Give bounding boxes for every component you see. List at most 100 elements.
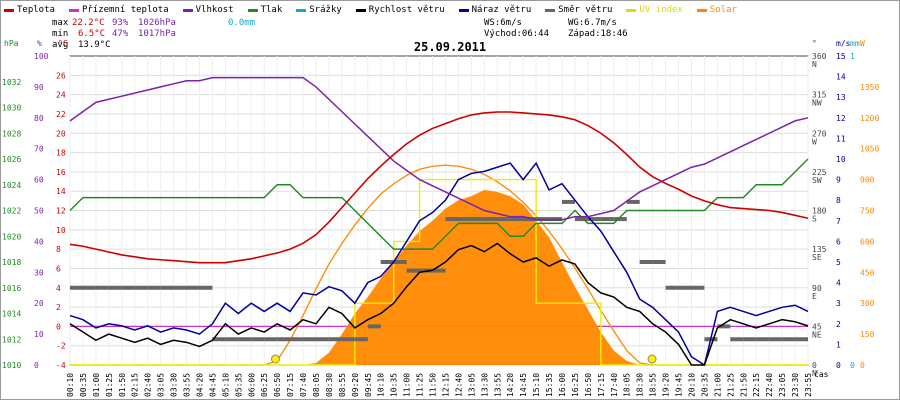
x-tick-label: 11:00 <box>403 373 412 397</box>
axis-unit-dir: ° <box>812 39 817 48</box>
y-tick-wind: 7 <box>836 217 841 226</box>
legend-item: Solar <box>696 4 737 16</box>
stat-min-pressure: 1017hPa <box>138 29 176 39</box>
y-tick-solar: 900 <box>860 176 875 185</box>
x-tick-label: 16:50 <box>584 373 593 397</box>
y-tick-dir-name: E <box>812 292 817 301</box>
stat-min-humidity: 47% <box>112 29 129 39</box>
legend-swatch <box>545 8 556 12</box>
y-tick-press: 1014 <box>2 310 21 319</box>
x-tick-label: 23:05 <box>778 373 787 397</box>
x-tick-label: 04:45 <box>208 373 217 397</box>
stat-min-label: min <box>52 29 69 39</box>
x-tick-label: 14:45 <box>519 373 528 397</box>
y-tick-dir: 135 <box>812 245 827 254</box>
stat-sunset: Západ:18:46 <box>568 29 628 39</box>
stat-wind-gust: WG:6.7m/s <box>568 18 617 28</box>
y-tick-solar: 600 <box>860 237 875 246</box>
y-tick-wind: 4 <box>836 279 841 288</box>
y-tick-press: 1012 <box>2 335 21 344</box>
y-tick-hum: 70 <box>34 145 44 154</box>
x-tick-label: 18:05 <box>623 373 632 397</box>
y-tick-temp: -2 <box>56 342 66 351</box>
x-tick-label: 06:00 <box>247 373 256 397</box>
y-tick-temp: 0 <box>56 322 61 331</box>
axis-unit-temp: °C <box>58 39 68 48</box>
x-tick-label: 04:20 <box>195 373 204 397</box>
y-tick-temp: -4 <box>56 361 66 370</box>
legend-swatch <box>296 8 307 12</box>
y-tick-temp: 14 <box>56 187 66 196</box>
x-tick-label: 00:35 <box>79 373 88 397</box>
x-tick-label: 20:10 <box>687 373 696 397</box>
y-tick-temp: 20 <box>56 129 66 138</box>
y-tick-dir: 315 <box>812 91 827 100</box>
x-tick-label: 05:35 <box>234 373 243 397</box>
y-tick-hum: 50 <box>34 207 44 216</box>
y-tick-dir-name: SE <box>812 253 822 262</box>
x-tick-label: 05:10 <box>221 373 230 397</box>
x-tick-label: 15:10 <box>532 373 541 397</box>
sunset-marker <box>647 354 657 364</box>
y-tick-press: 1022 <box>2 207 21 216</box>
y-tick-hum: 30 <box>34 268 44 277</box>
chart-legend: Teplota Přízemní teplota Vlhkost Tlak Srážky… <box>4 4 751 16</box>
legend-label: Vlhkost <box>195 5 234 15</box>
legend-swatch <box>68 8 79 12</box>
y-tick-wind: 8 <box>836 196 841 205</box>
y-tick-solar: 1350 <box>860 83 879 92</box>
y-tick-dir-name: NE <box>812 330 822 339</box>
stat-avg-label: avg <box>52 40 69 50</box>
y-tick-temp: 6 <box>56 264 61 273</box>
y-tick-press: 1030 <box>2 104 21 113</box>
x-tick-label: 03:30 <box>170 373 179 397</box>
x-tick-label: 01:25 <box>105 373 114 397</box>
legend-item: Tlak <box>247 4 282 16</box>
y-tick-dir: 45 <box>812 322 822 331</box>
y-tick-wind: 6 <box>836 237 841 246</box>
stat-max-label: max <box>52 18 69 28</box>
x-tick-label: 07:15 <box>286 373 295 397</box>
x-tick-label: 13:30 <box>480 373 489 397</box>
humidity-line <box>69 76 809 221</box>
legend-item: Teplota <box>4 4 55 16</box>
y-tick-wind: 5 <box>836 258 841 267</box>
temperature-line <box>69 111 809 264</box>
x-tick-label: 22:15 <box>752 373 761 397</box>
x-tick-label: 20:35 <box>700 373 709 397</box>
x-tick-label: 14:20 <box>506 373 515 397</box>
legend-label: Přízemní teplota <box>81 5 169 15</box>
stat-wind-speed: WS:6m/s <box>484 18 522 28</box>
y-tick-press: 1028 <box>2 129 21 138</box>
y-tick-press: 1032 <box>2 78 21 87</box>
legend-item: Srážky <box>296 4 342 16</box>
y-tick-dir: 180 <box>812 207 827 216</box>
legend-item: Rychlost větru <box>355 4 445 16</box>
y-tick-wind: 11 <box>836 134 846 143</box>
y-tick-hum: 80 <box>34 114 44 123</box>
y-tick-wind: 12 <box>836 114 846 123</box>
y-tick-dir-name: SW <box>812 176 822 185</box>
legend-item: Směr větru <box>545 4 612 16</box>
axis-unit-solar: W <box>860 39 865 48</box>
stat-max-humidity: 93% <box>112 18 129 28</box>
x-tick-label: 09:45 <box>364 373 373 397</box>
y-tick-hum: 60 <box>34 176 44 185</box>
y-tick-solar: 1050 <box>860 145 879 154</box>
axis-unit-hum: % <box>37 39 42 48</box>
stat-avg-temp: 13.9°C <box>78 40 111 50</box>
y-tick-temp: 24 <box>56 91 66 100</box>
legend-label: Rychlost větru <box>368 5 445 15</box>
x-tick-label: 06:25 <box>260 373 269 397</box>
y-tick-press: 1018 <box>2 258 21 267</box>
x-tick-label: 17:40 <box>610 373 619 397</box>
legend-label: UV index <box>639 5 683 15</box>
legend-swatch <box>626 8 637 12</box>
x-tick-label: 02:40 <box>144 373 153 397</box>
y-tick-temp: 2 <box>56 303 61 312</box>
stat-max-rain: 0.0mm <box>228 18 256 28</box>
y-tick-temp: 12 <box>56 207 66 216</box>
x-tick-label: 17:15 <box>597 373 606 397</box>
y-tick-wind: 10 <box>836 155 846 164</box>
y-tick-temp: 8 <box>56 245 61 254</box>
